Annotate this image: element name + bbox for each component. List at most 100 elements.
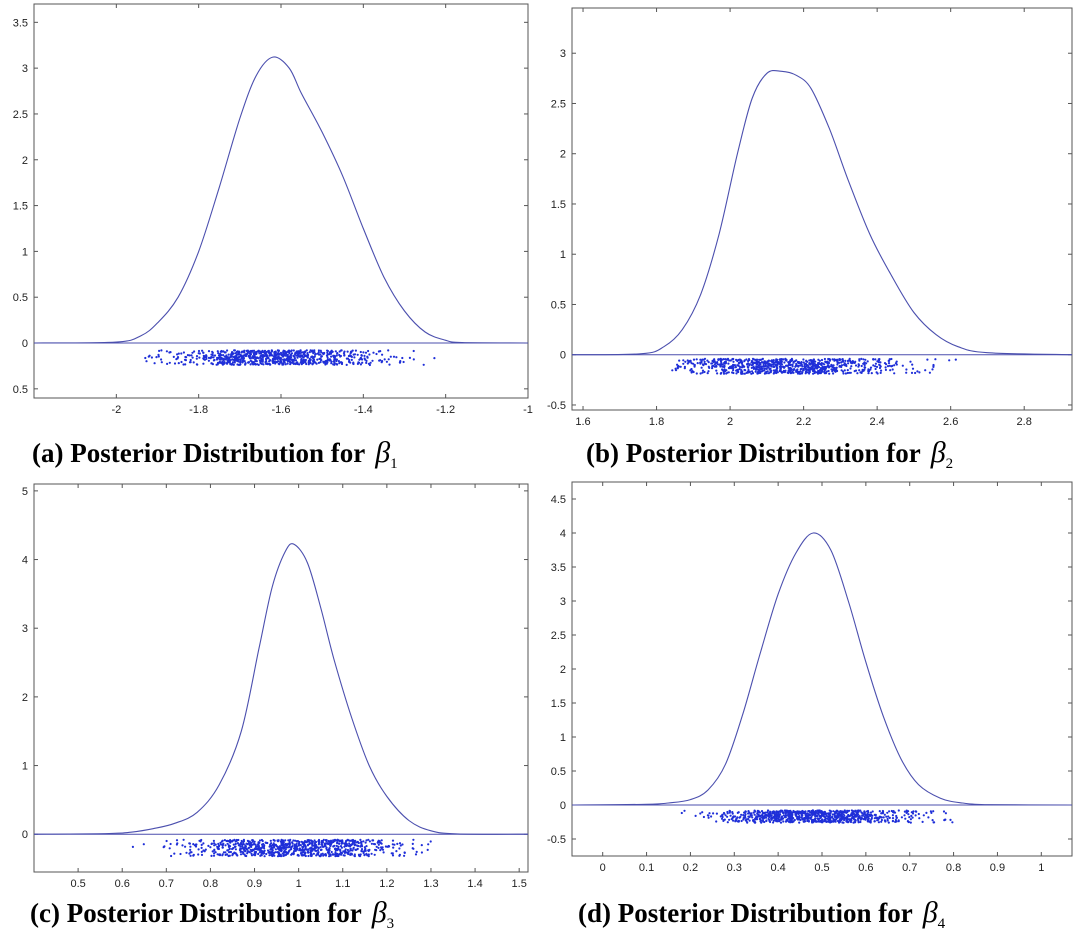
sample-point <box>284 846 288 849</box>
sample-point <box>730 366 733 370</box>
sample-point <box>931 819 934 822</box>
sample-point <box>330 360 333 363</box>
sample-point <box>233 845 237 848</box>
sample-point <box>319 848 322 852</box>
sample-point <box>314 352 317 356</box>
sample-point <box>780 370 783 373</box>
sample-point <box>783 366 786 369</box>
sample-point <box>350 358 353 361</box>
sample-point <box>737 811 740 814</box>
sample-point <box>736 359 739 362</box>
sample-point <box>190 354 193 357</box>
sample-point <box>820 371 823 374</box>
sample-point <box>775 366 778 369</box>
sample-point <box>236 363 239 366</box>
sample-point <box>798 821 801 824</box>
sample-point <box>892 811 895 814</box>
sample-point <box>202 362 205 365</box>
sample-point <box>332 360 335 363</box>
sample-point <box>721 358 724 361</box>
sample-point <box>867 819 870 822</box>
sample-point <box>144 356 147 360</box>
sample-point <box>784 814 787 817</box>
sample-point <box>848 818 851 821</box>
sample-point <box>281 363 284 366</box>
sample-point <box>828 358 831 361</box>
sample-point <box>755 366 758 369</box>
sample-point <box>830 363 833 366</box>
sample-point <box>790 821 794 824</box>
sample-point <box>807 819 810 822</box>
sample-point <box>176 356 180 359</box>
sample-point <box>179 852 182 856</box>
sample-point <box>292 839 295 842</box>
sample-point <box>815 371 818 374</box>
sample-point <box>326 356 329 359</box>
sample-point <box>180 352 183 355</box>
sample-point <box>398 854 401 857</box>
sample-point <box>267 350 270 353</box>
sample-point <box>863 363 866 367</box>
sample-point <box>874 362 877 365</box>
sample-point <box>325 354 329 357</box>
sample-point <box>278 852 281 855</box>
sample-point <box>376 841 379 844</box>
sample-point <box>274 353 277 356</box>
sample-point <box>272 361 275 365</box>
sample-point <box>904 817 907 820</box>
sample-point <box>240 351 243 354</box>
sample-point <box>786 371 789 374</box>
sample-point <box>380 846 383 849</box>
sample-point <box>399 360 402 363</box>
sample-point <box>292 349 295 352</box>
sample-point <box>347 852 350 856</box>
sample-point <box>764 813 767 816</box>
sample-point <box>867 372 870 375</box>
sample-point <box>272 355 275 358</box>
sample-point <box>776 371 779 374</box>
sample-point <box>339 848 342 851</box>
sample-point <box>925 811 928 814</box>
sample-point <box>195 363 198 366</box>
sample-point <box>744 810 747 813</box>
sample-point <box>854 820 857 823</box>
y-tick-label: 2 <box>560 149 566 161</box>
sample-point <box>377 843 380 846</box>
sample-point <box>353 353 357 356</box>
sample-point <box>213 842 216 845</box>
sample-point <box>358 855 362 858</box>
sample-point <box>905 368 908 371</box>
sample-point <box>798 812 801 815</box>
sample-point <box>863 368 866 371</box>
sample-point <box>240 839 243 843</box>
sample-point <box>272 838 275 842</box>
sample-point <box>736 364 739 367</box>
sample-point <box>271 853 274 856</box>
sample-point <box>722 369 725 372</box>
y-tick-label: 2.5 <box>13 109 28 121</box>
sample-point <box>356 362 359 365</box>
sample-point <box>180 360 183 364</box>
sample-point <box>373 843 377 846</box>
sample-point <box>372 351 375 354</box>
sample-point <box>288 352 291 355</box>
x-tick-label: 0.6 <box>858 862 873 874</box>
sample-point <box>777 815 780 818</box>
sample-point <box>887 362 891 365</box>
sample-point <box>312 852 315 855</box>
sample-point <box>286 350 289 353</box>
sample-point <box>292 354 295 357</box>
sample-point <box>396 842 399 845</box>
sample-point <box>809 363 812 366</box>
sample-point <box>365 361 368 364</box>
sample-point <box>282 847 285 850</box>
sample-point <box>261 349 264 352</box>
sample-point <box>805 359 808 362</box>
sample-point <box>379 350 382 353</box>
sample-point <box>232 843 235 846</box>
sample-point <box>182 351 185 354</box>
sample-point <box>336 854 339 858</box>
sample-point <box>784 359 787 362</box>
density-curve <box>33 543 529 835</box>
sample-point <box>760 366 763 369</box>
